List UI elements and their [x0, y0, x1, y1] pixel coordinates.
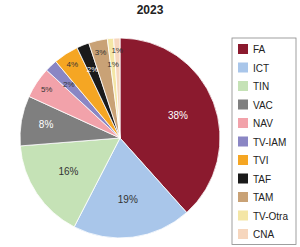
chart-svg: 202338%19%16%8%5%2%4%2%3%1%1%FAICTTINVAC…	[0, 0, 300, 247]
legend: FA ICT TIN VAC NAV TV-IAM TVI TAF TAM TV-Otra CNA	[232, 38, 296, 245]
legend-label: VAC	[253, 100, 273, 111]
legend-swatch	[238, 211, 248, 221]
legend-swatch	[238, 100, 248, 110]
title: 2023	[137, 3, 164, 17]
legend-swatch	[238, 192, 248, 202]
data-label: 4%	[67, 60, 79, 69]
data-label: 2%	[87, 65, 99, 74]
data-label: 1%	[107, 60, 119, 69]
legend-label: TAF	[253, 174, 271, 185]
legend-swatch	[238, 44, 248, 54]
data-label: 2%	[63, 80, 75, 89]
legend-swatch	[238, 229, 248, 239]
data-label: 3%	[95, 48, 107, 57]
legend-swatch	[238, 155, 248, 165]
data-label: 8%	[39, 119, 54, 130]
data-label: 19%	[118, 194, 138, 205]
legend-label: TAM	[253, 192, 273, 203]
legend-frame	[232, 38, 296, 245]
data-label: 16%	[58, 166, 78, 177]
legend-swatch	[238, 118, 248, 128]
legend-swatch	[238, 137, 248, 147]
data-label: 5%	[41, 85, 53, 94]
legend-swatch	[238, 81, 248, 91]
legend-label: ICT	[253, 63, 269, 74]
slices	[20, 38, 220, 238]
legend-label: TV-Otra	[253, 211, 288, 222]
legend-swatch	[238, 174, 248, 184]
legend-label: FA	[253, 44, 266, 55]
legend-label: TV-IAM	[253, 137, 286, 148]
pie-slice	[20, 138, 120, 227]
data-labels: 38%19%16%8%5%2%4%2%3%1%1%	[39, 46, 188, 205]
data-label: 1%	[111, 46, 123, 55]
chart-container: 202338%19%16%8%5%2%4%2%3%1%1%FAICTTINVAC…	[0, 0, 300, 247]
data-label: 38%	[168, 110, 188, 121]
legend-label: CNA	[253, 229, 274, 240]
legend-label: NAV	[253, 118, 273, 129]
legend-label: TVI	[253, 155, 269, 166]
legend-swatch	[238, 63, 248, 73]
legend-label: TIN	[253, 81, 269, 92]
